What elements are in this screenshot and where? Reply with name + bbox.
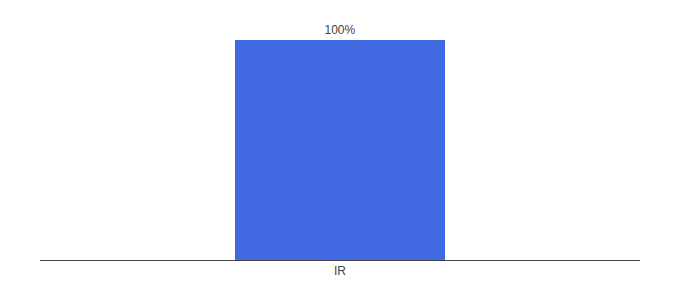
svg-text:100%: 100%: [324, 23, 355, 37]
svg-text:IR: IR: [334, 264, 346, 278]
